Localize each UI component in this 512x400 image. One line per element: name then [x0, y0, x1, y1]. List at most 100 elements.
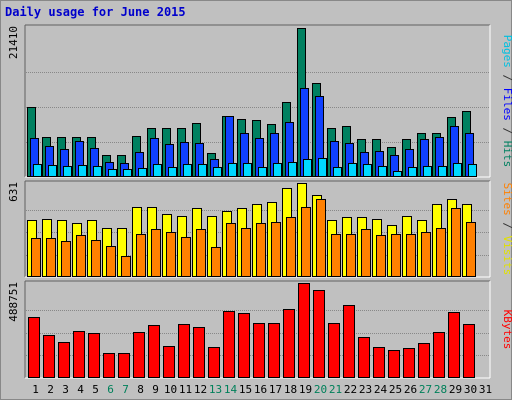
- x-tick-label-day-13: 13: [209, 383, 222, 396]
- bar-sites-day-21: [331, 234, 341, 277]
- bar-pages-day-15: [243, 163, 252, 177]
- bar-kbytes-day-12: [193, 327, 205, 378]
- bar-pages-day-28: [438, 166, 447, 177]
- x-tick-label-day-18: 18: [284, 383, 297, 396]
- bar-sites-day-9: [151, 229, 161, 277]
- bar-sites-day-24: [376, 235, 386, 277]
- bar-pages-day-18: [288, 162, 297, 177]
- ymax-label-hits-files-pages: 21410: [7, 26, 20, 59]
- bar-sites-day-7: [121, 256, 131, 277]
- bar-sites-day-16: [256, 223, 266, 277]
- bar-kbytes-day-9: [148, 325, 160, 378]
- legend-visits-sites: Sites / Visits: [501, 183, 512, 276]
- x-tick-label-day-26: 26: [404, 383, 417, 396]
- bar-sites-day-4: [76, 235, 86, 277]
- x-tick-label-day-12: 12: [194, 383, 207, 396]
- bar-pages-day-11: [183, 164, 192, 177]
- x-tick-label-day-1: 1: [32, 383, 39, 396]
- x-tick-label-day-2: 2: [47, 383, 54, 396]
- bar-kbytes-day-3: [58, 342, 70, 378]
- bar-sites-day-23: [361, 229, 371, 277]
- bar-sites-day-17: [271, 222, 281, 277]
- bar-kbytes-day-22: [343, 305, 355, 378]
- bar-pages-day-17: [273, 163, 282, 177]
- x-tick-label-day-14: 14: [224, 383, 238, 396]
- bar-pages-day-20: [318, 158, 327, 177]
- bar-pages-day-4: [78, 165, 87, 177]
- bar-kbytes-day-8: [133, 332, 145, 378]
- bar-pages-day-8: [138, 168, 147, 177]
- legend-item-visits-sites-2: Visits: [501, 236, 512, 276]
- bar-kbytes-day-6: [103, 353, 115, 378]
- bar-pages-day-24: [378, 166, 387, 177]
- bar-pages-day-23: [363, 164, 372, 177]
- bar-pages-day-29: [453, 163, 462, 177]
- legend-item-visits-sites-0: Sites: [501, 183, 512, 216]
- bar-pages-day-16: [258, 167, 267, 177]
- ymax-label-kbytes: 488751: [7, 282, 20, 322]
- bar-kbytes-day-18: [283, 309, 295, 378]
- bar-sites-day-29: [451, 208, 461, 277]
- bar-kbytes-day-30: [463, 324, 475, 378]
- bar-kbytes-day-15: [238, 313, 250, 378]
- legend-item-hits-files-pages-2: Files: [501, 88, 512, 121]
- bar-sites-day-25: [391, 234, 401, 277]
- x-tick-label-day-23: 23: [359, 383, 372, 396]
- bar-sites-day-26: [406, 234, 416, 277]
- bar-kbytes-day-7: [118, 353, 130, 378]
- bar-pages-day-30: [468, 164, 477, 177]
- bar-pages-day-9: [153, 164, 162, 177]
- bar-pages-day-13: [213, 167, 222, 177]
- bar-pages-day-14: [228, 163, 237, 177]
- bar-sites-day-27: [421, 232, 431, 277]
- x-tick-label-day-17: 17: [269, 383, 282, 396]
- bar-kbytes-day-20: [313, 290, 325, 378]
- bar-sites-day-6: [106, 246, 116, 277]
- bar-kbytes-day-10: [163, 346, 175, 378]
- bar-kbytes-day-4: [73, 331, 85, 378]
- bar-sites-day-2: [46, 238, 56, 277]
- x-tick-label-day-27: 27: [419, 383, 432, 396]
- x-tick-label-day-19: 19: [299, 383, 312, 396]
- legend-item-hits-files-pages-4: Hits: [501, 141, 512, 168]
- bar-sites-day-30: [466, 222, 476, 277]
- x-tick-label-day-24: 24: [374, 383, 388, 396]
- x-tick-label-day-30: 30: [464, 383, 477, 396]
- x-tick-label-day-25: 25: [389, 383, 402, 396]
- bar-pages-day-10: [168, 167, 177, 177]
- x-tick-label-day-5: 5: [92, 383, 99, 396]
- bar-pages-day-2: [48, 165, 57, 177]
- x-tick-label-day-31: 31: [479, 383, 492, 396]
- x-tick-label-day-11: 11: [179, 383, 192, 396]
- x-tick-label-day-4: 4: [77, 383, 84, 396]
- bar-kbytes-day-25: [388, 350, 400, 378]
- legend-hits-files-pages: Pages / Files / Hits: [501, 35, 512, 168]
- bar-sites-day-1: [31, 238, 41, 277]
- legend-item-visits-sites-1: /: [501, 216, 512, 236]
- bar-sites-day-8: [136, 234, 146, 277]
- x-tick-label-day-8: 8: [137, 383, 144, 396]
- x-tick-label-day-28: 28: [434, 383, 447, 396]
- bar-pages-day-5: [93, 166, 102, 177]
- x-tick-label-day-3: 3: [62, 383, 69, 396]
- bar-pages-day-21: [333, 167, 342, 177]
- bar-sites-day-10: [166, 232, 176, 277]
- chart-title: Daily usage for June 2015: [5, 5, 186, 19]
- bar-sites-day-11: [181, 237, 191, 277]
- bar-pages-day-26: [408, 167, 417, 177]
- bar-pages-day-3: [63, 166, 72, 177]
- bar-sites-day-12: [196, 229, 206, 277]
- bar-kbytes-day-5: [88, 333, 100, 378]
- legend-kbytes: KBytes: [501, 310, 512, 350]
- x-tick-label-day-9: 9: [152, 383, 159, 396]
- x-tick-label-day-22: 22: [344, 383, 357, 396]
- x-tick-label-day-6: 6: [107, 383, 114, 396]
- legend-item-kbytes-0: KBytes: [501, 310, 512, 350]
- legend-item-hits-files-pages-1: /: [501, 68, 512, 88]
- bar-kbytes-day-21: [328, 323, 340, 378]
- bar-sites-day-18: [286, 217, 296, 277]
- bar-sites-day-13: [211, 247, 221, 277]
- bar-sites-day-20: [316, 199, 326, 277]
- bar-pages-day-27: [423, 166, 432, 177]
